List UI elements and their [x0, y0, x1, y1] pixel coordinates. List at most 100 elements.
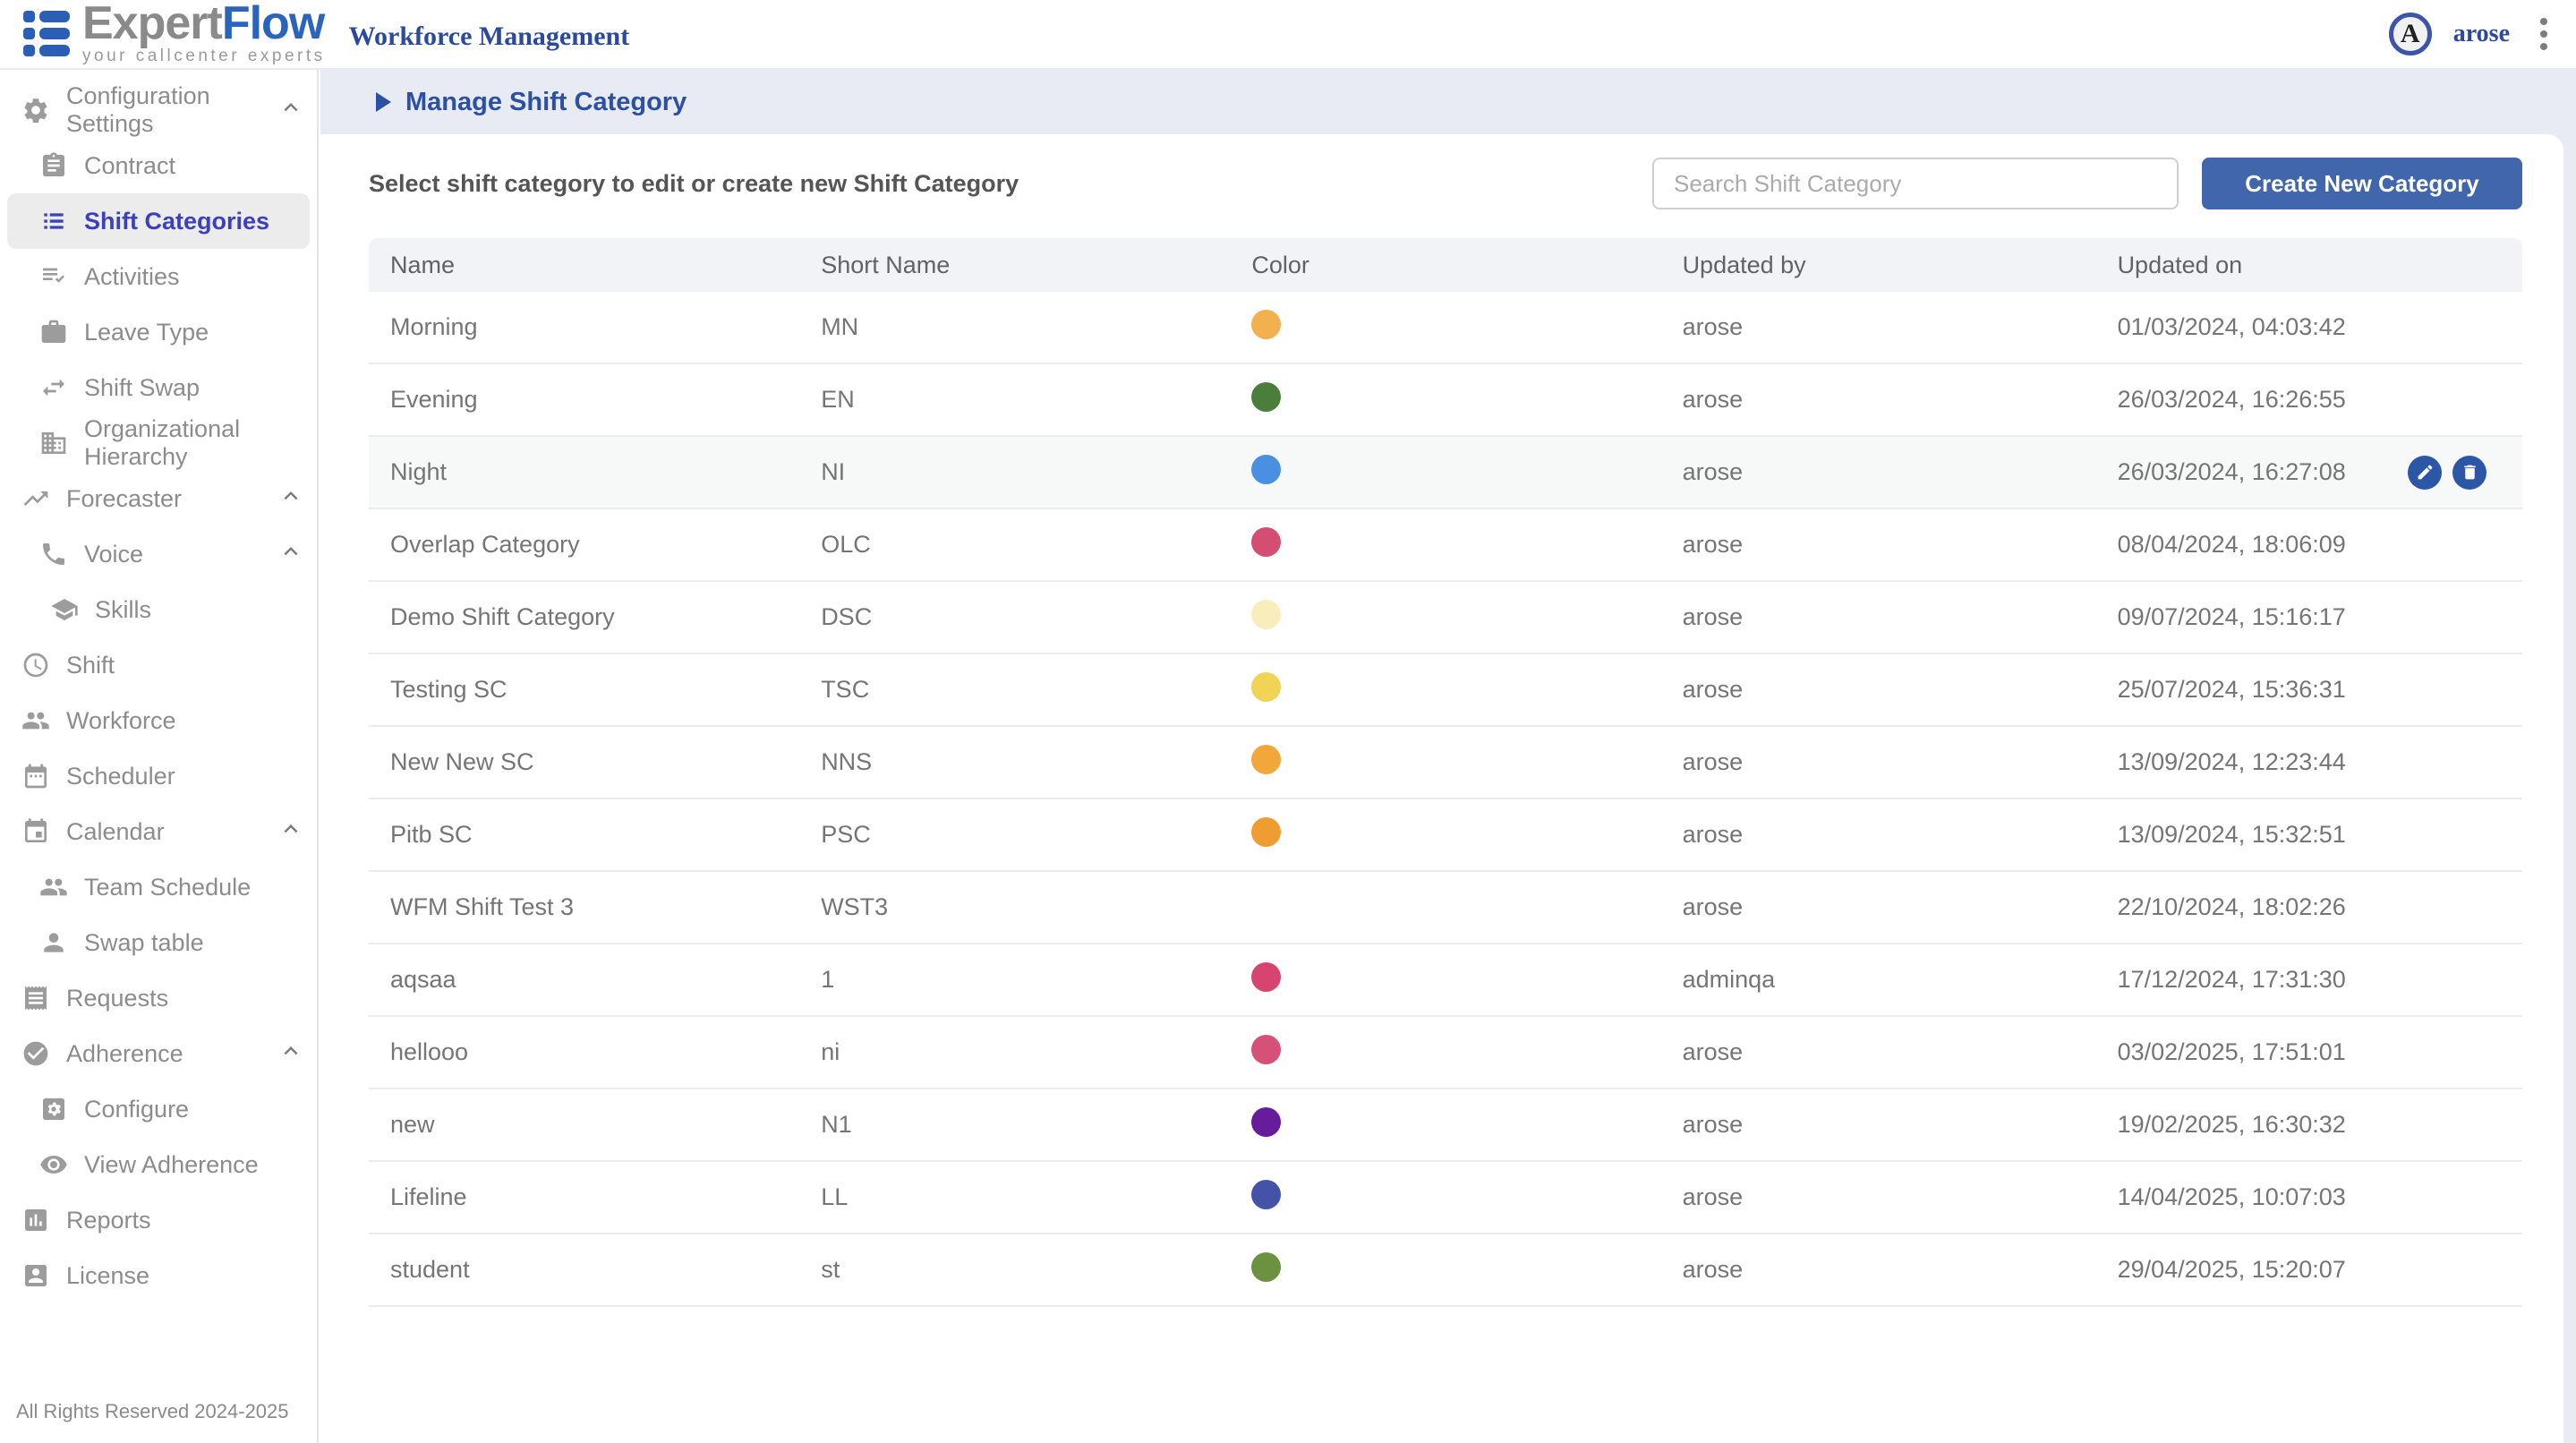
color-swatch	[1251, 961, 1282, 992]
color-swatch	[1251, 744, 1282, 774]
table-header: Name Short Name Color Updated by Updated…	[369, 238, 2522, 292]
table-row[interactable]: Lifeline LL arose 14/04/2025, 10:07:03	[369, 1162, 2522, 1234]
clipboard-icon	[39, 151, 68, 180]
people-icon	[39, 873, 68, 901]
sidebar-item-view-adherence[interactable]: View Adherence	[0, 1137, 317, 1192]
color-swatch	[1251, 1106, 1282, 1137]
column-header-updated-by: Updated by	[1682, 251, 1806, 278]
expertflow-logo-icon	[23, 11, 70, 56]
main-content: Manage Shift Category Select shift categ…	[320, 70, 2576, 1443]
table-row[interactable]: Pitb SC PSC arose 13/09/2024, 15:32:51	[369, 799, 2522, 872]
expertflow-logo: ExpertFlow your callcenter experts	[23, 0, 326, 66]
search-input[interactable]	[1652, 158, 2179, 209]
sidebar-item-reports[interactable]: Reports	[0, 1192, 317, 1248]
chevron-up-icon	[277, 815, 304, 849]
brand-name: ExpertFlow	[82, 0, 325, 49]
table-row[interactable]: new N1 arose 19/02/2025, 16:30:32	[369, 1089, 2522, 1162]
manage-shift-category-header[interactable]: Manage Shift Category	[320, 70, 2576, 134]
create-new-category-button[interactable]: Create New Category	[2202, 158, 2522, 209]
sidebar-item-configure[interactable]: Configure	[0, 1081, 317, 1137]
app-title: Workforce Management	[348, 21, 630, 51]
sidebar-item-forecaster[interactable]: Forecaster	[0, 471, 317, 526]
sidebar-item-workforce[interactable]: Workforce	[0, 693, 317, 748]
check-circle-icon	[21, 1039, 50, 1068]
table-row[interactable]: student st arose 29/04/2025, 15:20:07	[369, 1234, 2522, 1307]
shift-category-table: Name Short Name Color Updated by Updated…	[369, 238, 2522, 1307]
table-row[interactable]: New New SC NNS arose 13/09/2024, 12:23:4…	[369, 727, 2522, 799]
color-swatch	[1251, 599, 1282, 629]
color-swatch	[1251, 816, 1282, 847]
table-row[interactable]: Evening EN arose 26/03/2024, 16:26:55	[369, 364, 2522, 437]
id-badge-icon	[21, 1261, 50, 1290]
color-swatch	[1251, 890, 1281, 919]
gear-icon	[21, 96, 50, 124]
sidebar-item-shift-categories[interactable]: Shift Categories	[7, 193, 310, 249]
sidebar-item-shift[interactable]: Shift	[0, 637, 317, 693]
content-card: Select shift category to edit or create …	[320, 134, 2563, 1443]
sidebar-item-organizational-hierarchy[interactable]: Organizational Hierarchy	[0, 415, 317, 471]
table-row[interactable]: Testing SC TSC arose 25/07/2024, 15:36:3…	[369, 654, 2522, 727]
color-swatch	[1251, 526, 1282, 557]
sidebar-item-activities[interactable]: Activities	[0, 249, 317, 304]
playlist-check-icon	[39, 262, 68, 291]
table-row-hovered[interactable]: Night NI arose 26/03/2024, 16:27:08	[369, 437, 2522, 509]
chevron-up-icon	[277, 94, 304, 127]
sidebar-item-skills[interactable]: Skills	[0, 582, 317, 637]
sidebar-item-voice[interactable]: Voice	[0, 526, 317, 582]
sidebar-item-scheduler[interactable]: Scheduler	[0, 748, 317, 804]
sidebar-item-configuration-settings[interactable]: Configuration Settings	[0, 82, 317, 138]
color-swatch	[1251, 309, 1282, 339]
sidebar-item-shift-swap[interactable]: Shift Swap	[0, 360, 317, 415]
sidebar-item-swap-table[interactable]: Swap table	[0, 915, 317, 970]
sidebar-item-adherence[interactable]: Adherence	[0, 1026, 317, 1081]
color-swatch	[1251, 1251, 1282, 1282]
table-row[interactable]: WFM Shift Test 3 WST3 arose 22/10/2024, …	[369, 872, 2522, 944]
person-icon	[39, 928, 68, 957]
color-swatch	[1251, 454, 1282, 484]
sidebar-item-contract[interactable]: Contract	[0, 138, 317, 193]
table-row[interactable]: Morning MN arose 01/03/2024, 04:03:42	[369, 292, 2522, 364]
calendar-grid-icon	[21, 762, 50, 790]
sidebar-item-team-schedule[interactable]: Team Schedule	[0, 859, 317, 915]
column-header-short-name: Short Name	[821, 251, 951, 278]
pencil-icon	[2416, 463, 2435, 482]
graduation-cap-icon	[50, 595, 79, 624]
color-swatch	[1251, 671, 1282, 702]
receipt-icon	[21, 984, 50, 1012]
chevron-up-icon	[277, 482, 304, 516]
chevron-up-icon	[277, 538, 304, 571]
phone-icon	[39, 540, 68, 568]
people-icon	[21, 706, 50, 735]
sidebar-item-leave-type[interactable]: Leave Type	[0, 304, 317, 360]
building-icon	[39, 429, 68, 457]
color-swatch	[1251, 1179, 1282, 1209]
top-bar: ExpertFlow your callcenter experts Workf…	[0, 0, 2576, 70]
trending-up-icon	[21, 484, 50, 513]
table-row[interactable]: Overlap Category OLC arose 08/04/2024, 1…	[369, 509, 2522, 582]
edit-button[interactable]	[2408, 455, 2442, 490]
avatar[interactable]: A	[2388, 13, 2432, 56]
table-row[interactable]: Demo Shift Category DSC arose 09/07/2024…	[369, 582, 2522, 654]
sidebar: Configuration Settings Contract Shift Ca…	[0, 70, 319, 1443]
kebab-menu-icon[interactable]	[2531, 13, 2556, 56]
briefcase-icon	[39, 318, 68, 346]
swap-arrows-icon	[39, 373, 68, 402]
sidebar-item-license[interactable]: License	[0, 1248, 317, 1303]
eye-icon	[39, 1150, 68, 1179]
expand-triangle-icon	[376, 92, 391, 112]
sidebar-item-requests[interactable]: Requests	[0, 970, 317, 1026]
section-title: Manage Shift Category	[405, 87, 687, 116]
clock-icon	[21, 651, 50, 679]
table-row[interactable]: aqsaa 1 adminqa 17/12/2024, 17:31:30	[369, 944, 2522, 1017]
calendar-icon	[21, 817, 50, 846]
delete-button[interactable]	[2452, 455, 2486, 490]
column-header-name: Name	[390, 251, 456, 278]
color-swatch	[1251, 381, 1282, 412]
username: arose	[2452, 20, 2510, 47]
table-row[interactable]: hellooo ni arose 03/02/2025, 17:51:01	[369, 1017, 2522, 1089]
sidebar-item-calendar[interactable]: Calendar	[0, 804, 317, 859]
column-header-updated-on: Updated on	[2117, 251, 2243, 278]
copyright-text: All Rights Reserved 2024-2025	[16, 1400, 289, 1422]
column-header-color: Color	[1251, 251, 1309, 278]
subtitle: Select shift category to edit or create …	[369, 169, 1019, 197]
